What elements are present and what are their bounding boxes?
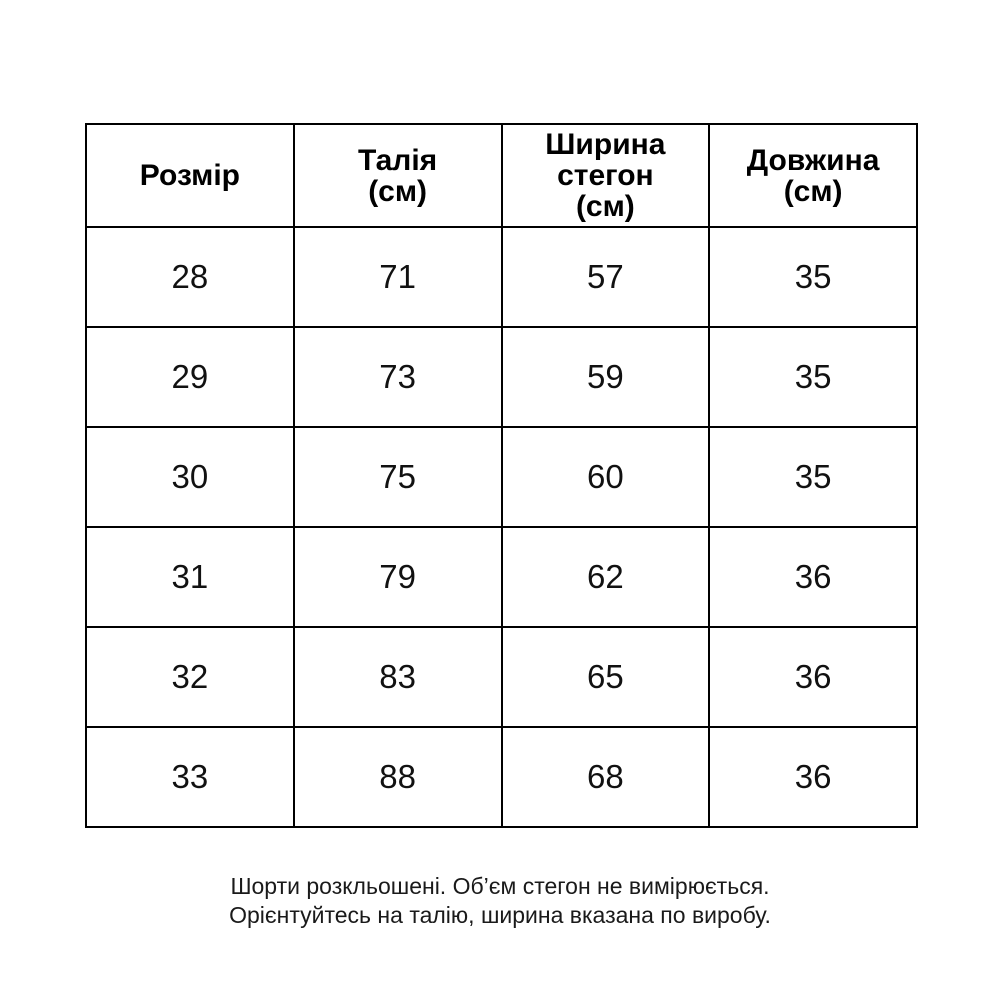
cell-hip-width: 59 bbox=[500, 326, 711, 428]
table-header-row: Розмір Талія (см) Ширина стегон (см) Дов… bbox=[85, 123, 918, 228]
cell-waist: 79 bbox=[292, 526, 503, 628]
cell-waist: 71 bbox=[292, 226, 503, 328]
cell-size: 32 bbox=[85, 626, 295, 728]
table-row: 32 83 65 36 bbox=[85, 626, 918, 728]
table-row: 33 88 68 36 bbox=[85, 726, 918, 828]
cell-size: 28 bbox=[85, 226, 295, 328]
cell-length: 36 bbox=[708, 726, 918, 828]
table-row: 31 79 62 36 bbox=[85, 526, 918, 628]
footer-note: Шорти розкльошені. Об’єм стегон не вимір… bbox=[0, 872, 1000, 930]
cell-length: 35 bbox=[708, 326, 918, 428]
cell-size: 29 bbox=[85, 326, 295, 428]
cell-waist: 75 bbox=[292, 426, 503, 528]
cell-hip-width: 65 bbox=[500, 626, 711, 728]
header-cell-size: Розмір bbox=[85, 123, 295, 228]
cell-waist: 88 bbox=[292, 726, 503, 828]
table-row: 28 71 57 35 bbox=[85, 226, 918, 328]
header-cell-length: Довжина (см) bbox=[708, 123, 918, 228]
cell-hip-width: 60 bbox=[500, 426, 711, 528]
table-row: 30 75 60 35 bbox=[85, 426, 918, 528]
cell-hip-width: 62 bbox=[500, 526, 711, 628]
header-cell-waist: Талія (см) bbox=[292, 123, 503, 228]
cell-hip-width: 68 bbox=[500, 726, 711, 828]
table-row: 29 73 59 35 bbox=[85, 326, 918, 428]
cell-length: 36 bbox=[708, 626, 918, 728]
cell-size: 33 bbox=[85, 726, 295, 828]
cell-size: 31 bbox=[85, 526, 295, 628]
cell-length: 36 bbox=[708, 526, 918, 628]
header-cell-hip-width: Ширина стегон (см) bbox=[500, 123, 711, 228]
footer-line-1: Шорти розкльошені. Об’єм стегон не вимір… bbox=[230, 873, 770, 899]
footer-line-2: Орієнтуйтесь на талію, ширина вказана по… bbox=[229, 902, 771, 928]
cell-length: 35 bbox=[708, 426, 918, 528]
cell-hip-width: 57 bbox=[500, 226, 711, 328]
cell-length: 35 bbox=[708, 226, 918, 328]
cell-waist: 83 bbox=[292, 626, 503, 728]
size-table: Розмір Талія (см) Ширина стегон (см) Дов… bbox=[85, 123, 918, 828]
cell-waist: 73 bbox=[292, 326, 503, 428]
cell-size: 30 bbox=[85, 426, 295, 528]
